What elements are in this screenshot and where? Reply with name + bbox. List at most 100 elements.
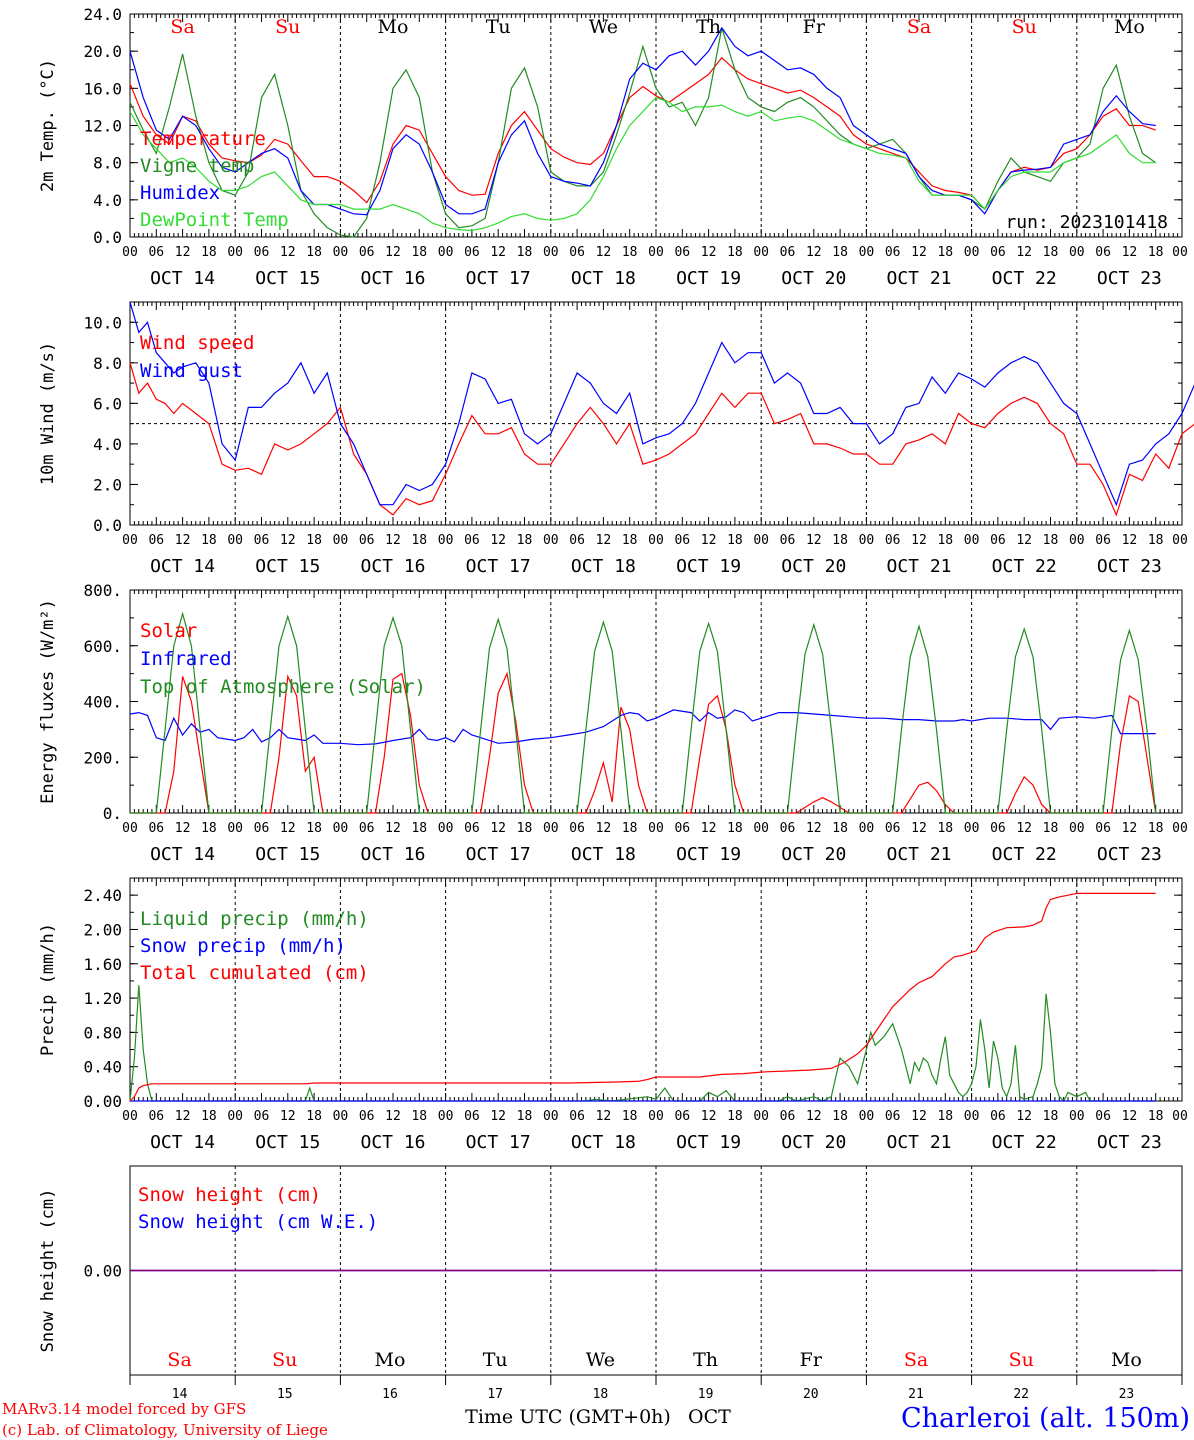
hour-tick-label: 12 — [596, 533, 612, 548]
hour-tick-label: 12 — [175, 533, 191, 548]
hour-tick-label: 06 — [674, 1109, 690, 1124]
hour-tick-label: 18 — [937, 245, 953, 260]
day-of-week-label: Sa — [167, 1349, 191, 1371]
date-label: OCT 19 — [676, 1132, 741, 1153]
series-line-liquid-precip-mm-h- — [129, 985, 1156, 1103]
date-label: OCT 19 — [676, 556, 741, 577]
y-tick-label: 10.0 — [83, 313, 122, 332]
hour-tick-label: 00 — [753, 245, 769, 260]
y-axis-label: 2m Temp. (°C) — [38, 59, 58, 192]
day-number-label: 19 — [698, 1387, 714, 1402]
plot-frame — [129, 301, 1183, 526]
hour-tick-label: 18 — [411, 1109, 427, 1124]
date-label: OCT 16 — [360, 556, 425, 577]
date-label: OCT 22 — [992, 844, 1057, 865]
y-axis-label: Energy fluxes (W/m²) — [38, 599, 58, 804]
hour-tick-label: 18 — [1043, 821, 1059, 836]
hour-tick-label: 12 — [280, 533, 296, 548]
y-axis-label: Precip (mm/h) — [38, 923, 58, 1056]
date-label: OCT 22 — [992, 268, 1057, 289]
x-axis-label: Time UTC (GMT+0h) — [465, 1406, 671, 1428]
series-line-vigne-temp — [129, 27, 1157, 238]
hour-tick-label: 00 — [227, 533, 243, 548]
hour-tick-label: 18 — [306, 821, 322, 836]
hour-tick-label: 00 — [859, 533, 875, 548]
hour-tick-label: 12 — [1016, 533, 1032, 548]
hour-tick-label: 18 — [937, 533, 953, 548]
hour-tick-label: 00 — [964, 821, 980, 836]
series-line-infrared — [129, 709, 1156, 746]
hour-tick-label: 18 — [937, 1109, 953, 1124]
y-tick-label: 4.0 — [93, 191, 122, 210]
hour-tick-label: 06 — [780, 1109, 796, 1124]
date-label: OCT 23 — [1097, 1132, 1162, 1153]
date-label: OCT 18 — [571, 844, 636, 865]
hour-tick-label: 12 — [806, 245, 822, 260]
legend-entry: DewPoint Temp — [140, 209, 289, 231]
hour-tick-label: 06 — [464, 821, 480, 836]
panel-temperature: 00 06 12 18 00 06 12 18 00 06 12 18 00 06 12 18 00 06 12 18… — [38, 5, 1188, 289]
hour-tick-label: 00 — [333, 821, 349, 836]
hour-tick-label: 12 — [596, 245, 612, 260]
hour-tick-label: 18 — [832, 1109, 848, 1124]
hour-tick-label: 06 — [254, 245, 270, 260]
hour-tick-label: 18 — [1148, 533, 1164, 548]
hour-tick-label: 00 — [543, 1109, 559, 1124]
day-of-week-label: Mo — [1114, 16, 1145, 38]
day-of-week-label: Tu — [483, 1349, 508, 1371]
hour-tick-label: 18 — [622, 1109, 638, 1124]
day-number-label: 15 — [277, 1387, 293, 1402]
date-label: OCT 20 — [781, 844, 846, 865]
hour-tick-label: 06 — [990, 533, 1006, 548]
day-of-week-label: Th — [696, 16, 721, 38]
hour-tick-label: 00 — [543, 245, 559, 260]
hour-tick-label: 06 — [780, 245, 796, 260]
hour-tick-label: 00 — [964, 1109, 980, 1124]
day-of-week-label: We — [586, 1349, 615, 1371]
panel-wind: 00 06 12 18 00 06 12 18 00 06 12 18 00 06 12 18 00 06 12 18… — [38, 301, 1194, 577]
day-of-week-label: Su — [275, 16, 300, 38]
date-label: OCT 14 — [150, 268, 215, 289]
day-of-week-label: Th — [693, 1349, 718, 1371]
y-tick-label: 1.60 — [83, 955, 122, 974]
y-tick-label: 600. — [83, 637, 122, 656]
hour-tick-label: 00 — [753, 1109, 769, 1124]
hour-tick-label: 00 — [859, 245, 875, 260]
hour-tick-label: 18 — [622, 533, 638, 548]
hour-tick-label: 00 — [543, 821, 559, 836]
date-label: OCT 21 — [886, 844, 951, 865]
hour-tick-label: 12 — [701, 533, 717, 548]
hour-tick-label: 06 — [885, 1109, 901, 1124]
panel-snow: 0.00 Snow height (cm) Snow height (cm) Snow… — [38, 1165, 1183, 1376]
hour-tick-label: 12 — [280, 1109, 296, 1124]
hour-tick-label: 06 — [464, 1109, 480, 1124]
legend-entry: Snow height (cm) — [138, 1184, 321, 1206]
hour-tick-label: 12 — [1122, 533, 1138, 548]
y-tick-label: 200. — [83, 748, 122, 767]
y-tick-label: 8.0 — [93, 354, 122, 373]
hour-tick-label: 18 — [832, 533, 848, 548]
hour-tick-label: 00 — [122, 533, 138, 548]
hour-tick-label: 00 — [1172, 821, 1188, 836]
hour-tick-label: 12 — [1122, 1109, 1138, 1124]
hour-tick-label: 00 — [859, 821, 875, 836]
y-tick-label: 2.0 — [93, 475, 122, 494]
hour-tick-label: 06 — [674, 245, 690, 260]
hour-tick-label: 12 — [385, 1109, 401, 1124]
date-label: OCT 18 — [571, 1132, 636, 1153]
date-label: OCT 18 — [571, 268, 636, 289]
hour-tick-label: 00 — [438, 821, 454, 836]
hour-tick-label: 00 — [122, 821, 138, 836]
hour-tick-label: 18 — [727, 245, 743, 260]
hour-tick-label: 12 — [175, 245, 191, 260]
hour-tick-label: 06 — [990, 821, 1006, 836]
day-of-week-label: Mo — [378, 16, 409, 38]
hour-tick-label: 12 — [490, 533, 506, 548]
day-number-label: 14 — [172, 1387, 188, 1402]
hour-tick-label: 12 — [490, 821, 506, 836]
date-label: OCT 17 — [466, 556, 531, 577]
hour-tick-label: 06 — [780, 533, 796, 548]
hour-tick-label: 00 — [753, 821, 769, 836]
hour-tick-label: 18 — [1043, 1109, 1059, 1124]
hour-tick-label: 18 — [411, 245, 427, 260]
